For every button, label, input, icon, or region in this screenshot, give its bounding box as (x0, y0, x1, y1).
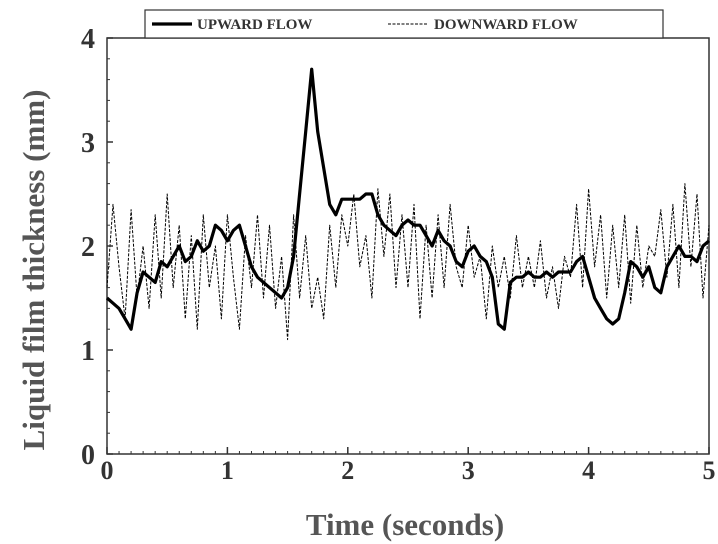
x-tick-label: 0 (101, 456, 114, 485)
x-tick-label: 3 (462, 456, 475, 485)
x-axis-title: Time (seconds) (306, 507, 504, 542)
y-tick-label: 3 (81, 128, 95, 159)
plot-frame (106, 37, 710, 455)
axes: 0 1 2 3 4 0 1 2 3 4 5 (81, 24, 716, 485)
y-tick-label: 1 (81, 336, 95, 367)
series-line-downward-flow (106, 183, 710, 341)
y-axis-title: Liquid film thickness (mm) (16, 90, 51, 451)
x-tick-label: 1 (221, 456, 234, 485)
x-tick-label: 2 (341, 456, 354, 485)
series-line-upward-flow (105, 67, 711, 331)
x-tick-label: 5 (703, 456, 716, 485)
x-tick-label: 4 (582, 456, 595, 485)
y-tick-label: 2 (81, 232, 95, 263)
y-tick-label: 0 (81, 440, 95, 471)
plot-area (106, 37, 710, 455)
y-tick-label: 4 (81, 24, 95, 55)
legend-label-upward-flow: UPWARD FLOW (197, 17, 312, 33)
legend: UPWARD FLOW DOWNWARD FLOW (144, 9, 664, 39)
legend-label-downward-flow: DOWNWARD FLOW (434, 17, 578, 33)
series-layer (105, 67, 711, 341)
